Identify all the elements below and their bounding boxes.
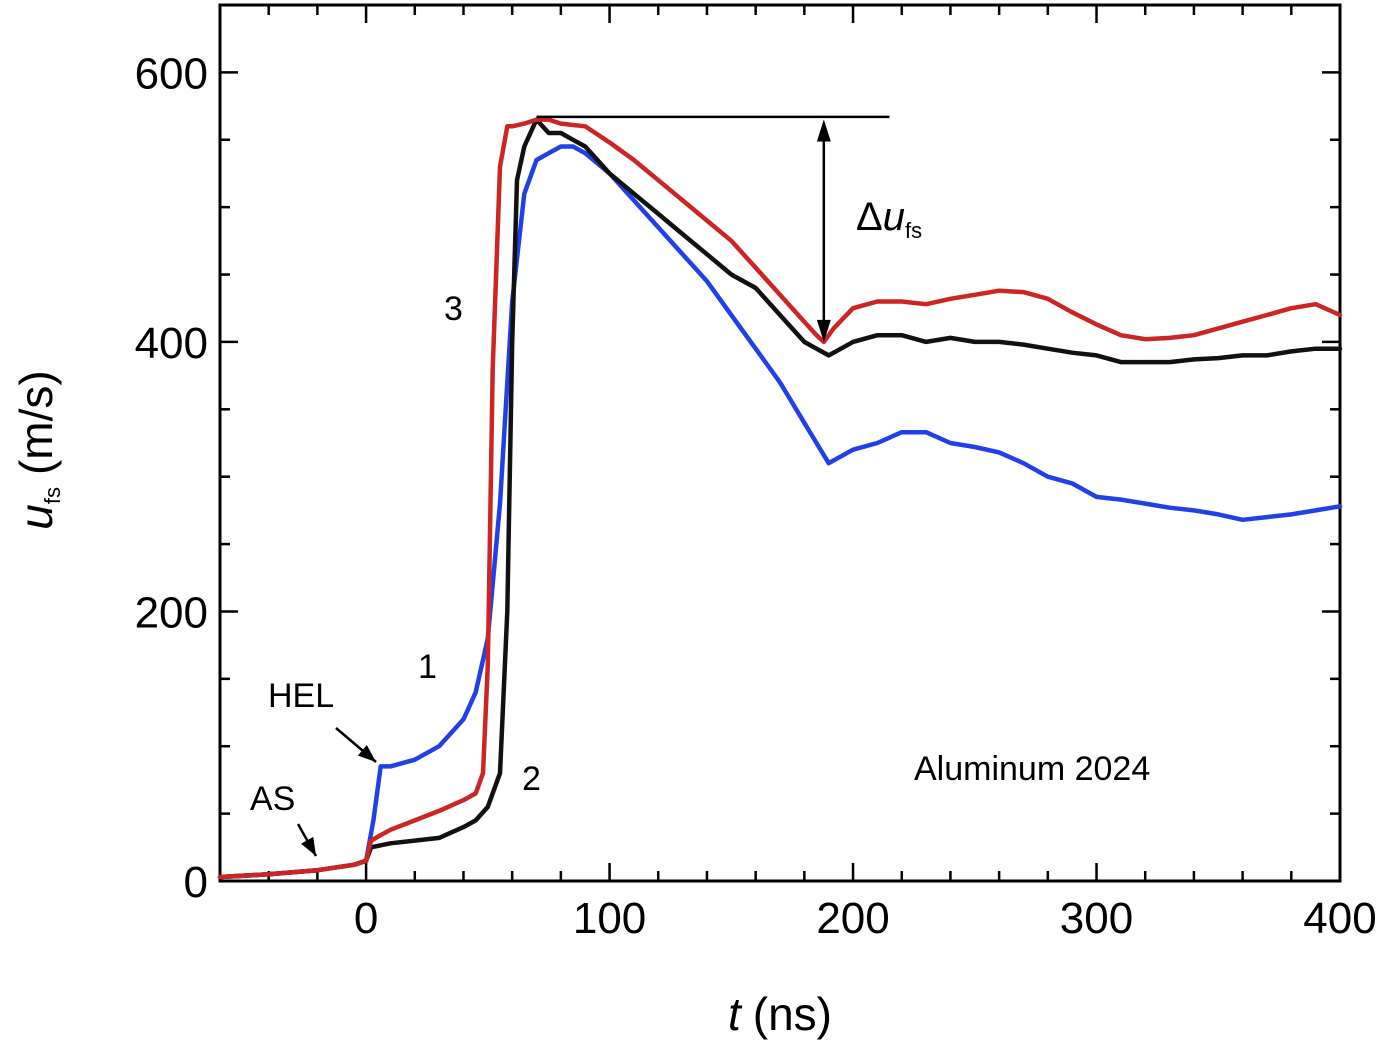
curve-label-2: 2 [522,760,541,798]
x-tick-label: 300 [1060,894,1133,943]
y-tick-label: 400 [135,319,208,368]
delta-subscript: fs [905,218,922,243]
x-tick-label: 100 [573,894,646,943]
x-tick-label: 400 [1303,894,1376,943]
curve-3 [217,117,1343,880]
curve-2 [217,117,1343,880]
y-tick-label: 200 [135,588,208,637]
y-axis-unit: (m/s) [10,370,62,475]
data-curves [217,117,1343,880]
y-tick-label: 0 [184,858,208,907]
delta-variable: u [883,195,905,239]
x-axis-title: t (ns) [728,988,832,1040]
delta-arrow-head-up [816,119,831,142]
x-axis-unit: (ns) [753,988,832,1040]
curve-label-1: 1 [418,648,437,686]
delta-symbol: Δ [856,195,883,239]
curve-label-3: 3 [444,290,463,328]
hel-arrow-head [357,745,376,762]
y-axis-title: ufs (m/s) [10,370,65,529]
axis-ticks [218,3,1342,883]
pointer-arrows [296,727,377,857]
hel-label: HEL [268,677,334,715]
curve-1 [217,144,1343,880]
y-axis-symbol: u [10,504,62,530]
x-axis-symbol: t [728,988,743,1040]
delta-label: Δufs [856,195,922,243]
x-tick-label: 0 [354,894,378,943]
as-arrow-head [301,836,316,856]
delta-indicator [536,115,890,342]
y-tick-label: 600 [135,49,208,98]
x-tick-label: 200 [816,894,889,943]
as-label: AS [250,780,295,818]
material-label: Aluminum 2024 [914,750,1150,788]
axis-tick-labels: 0 100 200 300 400 0 200 400 600 [135,49,1377,943]
y-axis-subscript: fs [40,487,65,504]
plot-frame [218,3,1342,883]
delta-arrow-head-down [816,319,831,342]
